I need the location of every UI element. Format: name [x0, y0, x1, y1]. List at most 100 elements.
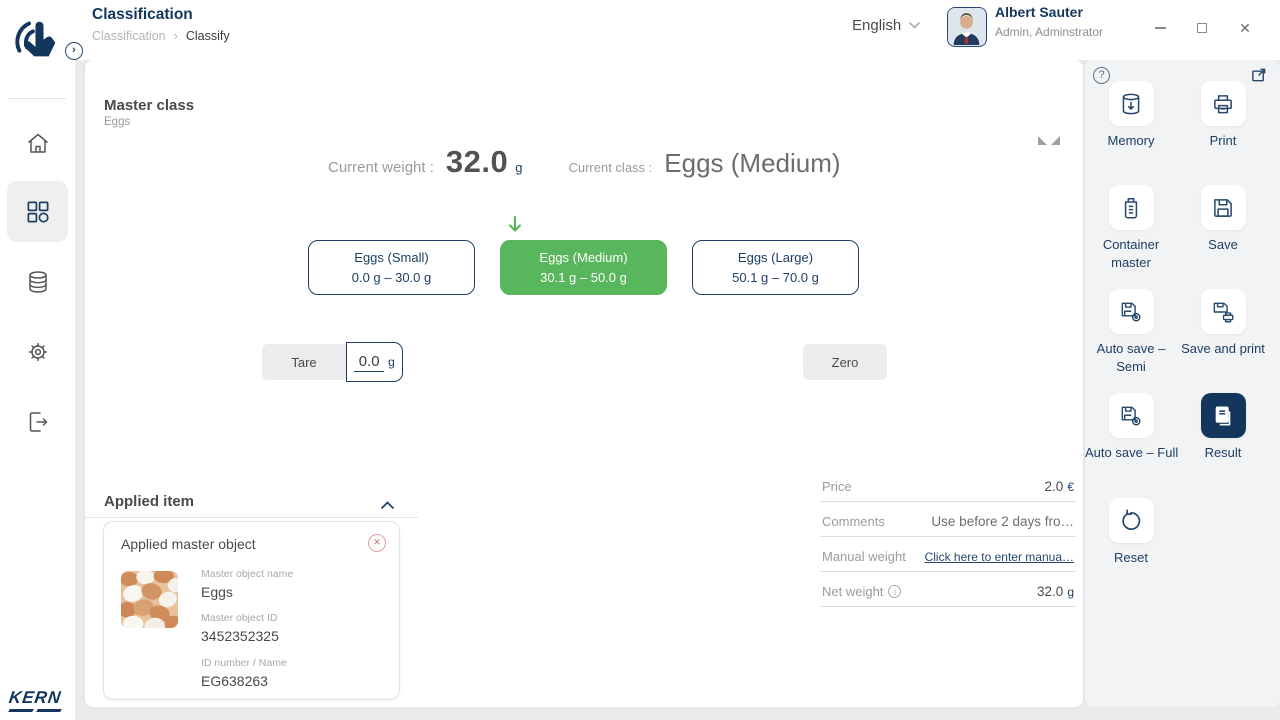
window-close-button[interactable]: ✕ [1232, 16, 1258, 40]
memory-button[interactable]: Memory [1085, 81, 1177, 150]
comments-value: Use before 2 days fro… [931, 514, 1074, 529]
collapse-triangles-icon [1038, 136, 1060, 145]
top-bar: Classification Classification › Classify… [75, 0, 1280, 60]
kern-wordmark-text: KERN [7, 688, 63, 707]
net-weight-label-text: Net weight [822, 584, 884, 599]
action-label: Auto save – Full [1085, 445, 1179, 460]
home-icon [27, 133, 48, 153]
sidebar-item-home[interactable] [7, 113, 68, 174]
detail-row-manual-weight: Manual weight Click here to enter manua… [820, 537, 1076, 572]
detail-row-comments: Comments Use before 2 days fro… [820, 502, 1076, 537]
chevron-right-icon: › [72, 44, 76, 56]
detail-row-net-weight: Net weight i 32.0 g [820, 572, 1076, 607]
container-master-button[interactable]: Container master [1085, 185, 1177, 271]
field-label: Master object name [201, 568, 294, 580]
class-range: 50.1 g – 70.0 g [732, 269, 819, 285]
manual-weight-link[interactable]: Click here to enter manua… [924, 550, 1074, 564]
sidebar-item-classification[interactable] [7, 181, 68, 242]
user-avatar[interactable] [947, 7, 987, 47]
database-icon [28, 270, 47, 293]
save-button[interactable]: Save [1177, 185, 1269, 254]
class-button-medium[interactable]: Eggs (Medium) 30.1 g – 50.0 g [500, 240, 667, 295]
applied-item-collapse-button[interactable] [381, 496, 394, 514]
language-selector[interactable]: English [852, 17, 920, 34]
panel-expand-button[interactable] [1250, 66, 1268, 89]
chevron-up-icon [381, 501, 394, 509]
sidebar-item-logout[interactable] [7, 391, 68, 452]
class-name: Eggs (Medium) [539, 250, 628, 265]
tare-unit: g [388, 355, 395, 369]
price-amount: 2.0 [1044, 479, 1064, 494]
weight-display: Current weight : 32.0 g Current class : … [328, 144, 841, 180]
tare-button[interactable]: Tare [262, 344, 346, 380]
minimize-icon [1154, 27, 1166, 29]
net-weight-amount: 32.0 [1037, 584, 1064, 599]
save-icon [1214, 198, 1232, 217]
print-button[interactable]: Print [1177, 81, 1269, 150]
class-range: 0.0 g – 30.0 g [351, 269, 432, 285]
applied-item-divider [85, 517, 418, 518]
reset-icon [1122, 509, 1141, 530]
auto-save-semi-button[interactable]: Auto save – Semi [1085, 289, 1177, 375]
content-area: Master class Eggs Current weight : 32.0 … [75, 60, 1280, 720]
help-button[interactable]: ? [1093, 67, 1110, 84]
logout-icon [29, 411, 47, 432]
zero-button[interactable]: Zero [803, 344, 887, 380]
save-and-print-button[interactable]: Save and print [1177, 289, 1269, 358]
save-and-print-icon [1213, 302, 1234, 322]
field-value: Eggs [201, 584, 233, 600]
container-icon [1124, 197, 1138, 219]
page-title: Classification [92, 6, 193, 23]
print-icon [1214, 94, 1232, 113]
auto-save-icon [1121, 302, 1141, 321]
class-button-large[interactable]: Eggs (Large) 50.1 g – 70.0 g [692, 240, 859, 295]
reset-button[interactable]: Reset [1085, 498, 1177, 567]
applied-master-object-title: Applied master object [121, 536, 256, 552]
user-name: Albert Sauter [995, 4, 1083, 20]
remove-applied-object-button[interactable]: ✕ [368, 534, 386, 552]
sidebar-expand-button[interactable]: › [65, 42, 83, 60]
field-value: EG638263 [201, 673, 268, 689]
current-weight-unit: g [515, 160, 523, 175]
action-label: Save [1208, 237, 1238, 252]
tap-hand-icon [15, 21, 56, 57]
kern-wordmark-bars [8, 709, 62, 712]
field-value: 3452352325 [201, 628, 279, 644]
result-button[interactable]: Result [1177, 393, 1269, 462]
master-class-value: Eggs [104, 116, 131, 128]
current-class-label: Current class : [568, 160, 653, 175]
window-minimize-button[interactable] [1147, 16, 1173, 40]
class-buttons: Eggs (Small) 0.0 g – 30.0 g Eggs (Medium… [308, 240, 859, 295]
window-maximize-button[interactable] [1189, 16, 1215, 40]
action-label: Memory [1107, 133, 1155, 148]
apps-icon [27, 201, 49, 223]
field-label: ID number / Name [201, 657, 287, 669]
info-icon[interactable]: i [888, 585, 902, 598]
breadcrumb-separator-icon: › [173, 29, 178, 43]
auto-save-icon [1121, 406, 1141, 425]
class-button-small[interactable]: Eggs (Small) 0.0 g – 30.0 g [308, 240, 475, 295]
price-unit: € [1067, 480, 1074, 494]
language-label: English [852, 17, 902, 34]
sidebar-item-settings[interactable] [7, 321, 68, 382]
current-weight-value: 32.0 [445, 144, 509, 179]
settings-gear-icon [28, 342, 47, 361]
sidebar-item-database[interactable] [7, 251, 68, 312]
current-class-value: Eggs (Medium) [664, 148, 841, 178]
tare-value-box: g [346, 342, 403, 382]
left-sidebar: KERN [0, 0, 75, 720]
close-circle-icon: ✕ [373, 537, 381, 547]
collapse-display-button[interactable] [1037, 134, 1061, 152]
class-name: Eggs (Small) [354, 250, 429, 265]
action-label: Result [1204, 445, 1242, 460]
field-label: Master object ID [201, 612, 278, 624]
applied-item-title: Applied item [104, 493, 195, 510]
maximize-icon [1197, 23, 1207, 33]
action-label: Save and print [1181, 341, 1265, 356]
comments-label: Comments [822, 514, 885, 529]
auto-save-full-button[interactable]: Auto save – Full [1085, 393, 1179, 462]
class-name: Eggs (Large) [737, 250, 814, 265]
tare-input[interactable] [354, 352, 385, 372]
breadcrumb-parent[interactable]: Classification [92, 29, 166, 43]
detail-row-price: Price 2.0 € [820, 467, 1076, 502]
